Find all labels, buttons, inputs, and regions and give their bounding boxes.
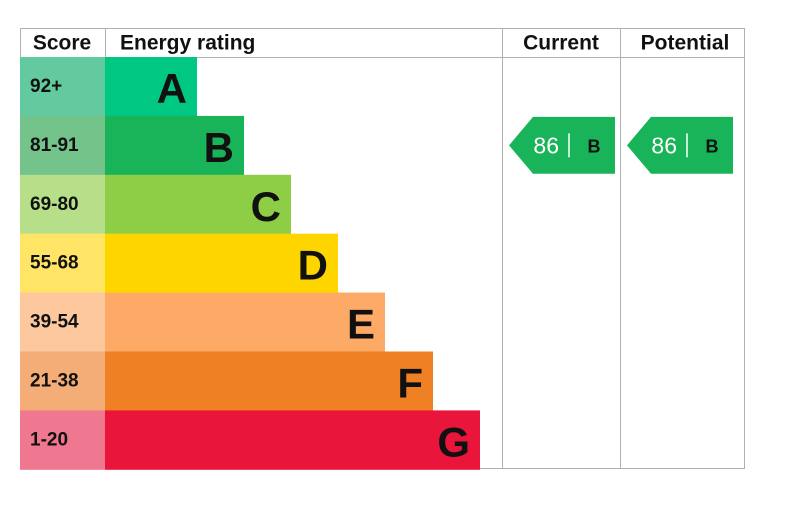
rating-letter: F bbox=[397, 359, 423, 406]
rating-bar bbox=[105, 174, 291, 235]
score-range: 1-20 bbox=[30, 429, 68, 450]
score-range: 55-68 bbox=[30, 253, 79, 274]
rating-letter: C bbox=[251, 183, 281, 230]
score-range: 69-80 bbox=[30, 194, 79, 215]
score-range: 92+ bbox=[30, 76, 62, 97]
rating-letter: E bbox=[347, 301, 375, 348]
rating-tag bbox=[509, 116, 615, 174]
score-range: 21-38 bbox=[30, 370, 79, 391]
rating-bar bbox=[105, 233, 338, 294]
header-potential: Potential bbox=[641, 32, 730, 55]
rating-letter: G bbox=[437, 418, 470, 465]
score-cell bbox=[20, 57, 105, 117]
rating-bar bbox=[105, 410, 480, 470]
score-cell bbox=[20, 233, 105, 294]
tag-score: 86 bbox=[533, 132, 559, 158]
rating-bar bbox=[105, 292, 385, 352]
score-cell bbox=[20, 351, 105, 411]
score-cell bbox=[20, 410, 105, 470]
rating-letter: A bbox=[157, 65, 187, 112]
tag-rating: B bbox=[706, 136, 719, 156]
tag-score: 86 bbox=[651, 132, 677, 158]
rating-letter: B bbox=[204, 124, 234, 171]
header-score: Score bbox=[33, 32, 91, 55]
header-rating: Energy rating bbox=[120, 32, 255, 55]
rating-bar bbox=[105, 57, 197, 117]
score-range: 81-91 bbox=[30, 135, 79, 156]
score-cell bbox=[20, 292, 105, 352]
header-current: Current bbox=[523, 32, 599, 55]
rating-bar bbox=[105, 115, 244, 176]
tag-rating: B bbox=[588, 136, 601, 156]
rating-bar bbox=[105, 351, 433, 411]
score-cell bbox=[20, 174, 105, 235]
rating-tag bbox=[627, 116, 733, 174]
score-cell bbox=[20, 115, 105, 176]
rating-letter: D bbox=[298, 242, 328, 289]
score-range: 39-54 bbox=[30, 312, 79, 333]
